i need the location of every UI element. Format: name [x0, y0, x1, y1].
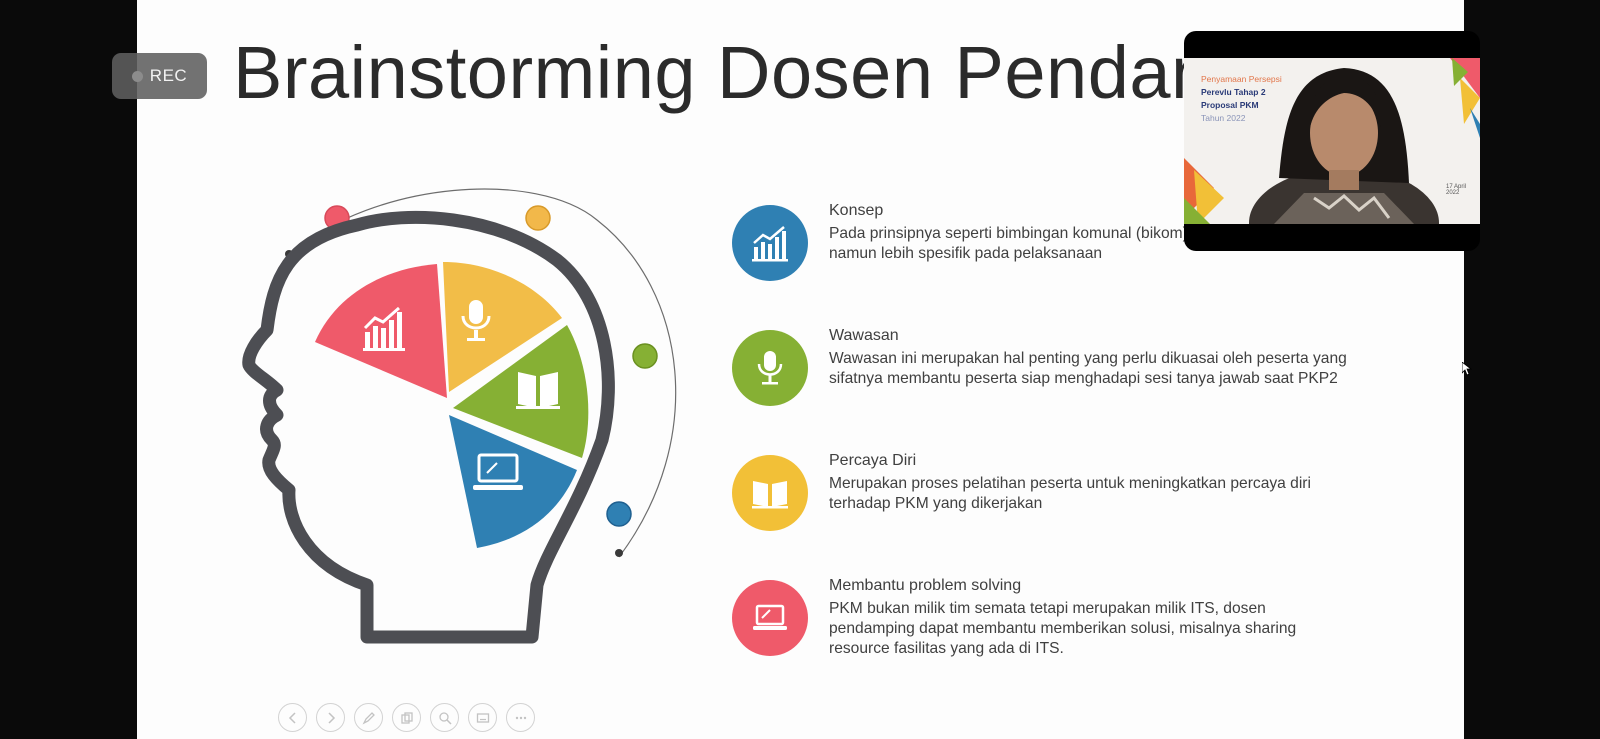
- record-dot-icon: [131, 70, 143, 82]
- item-heading: Membantu problem solving: [829, 577, 1022, 594]
- item-heading: Wawasan: [829, 327, 899, 344]
- zoom-icon[interactable]: [430, 703, 459, 732]
- orbit-green-dot: [632, 343, 658, 369]
- participant-video-tile[interactable]: Penyamaan Persepsi Perevlu Tahap 2 Propo…: [1184, 31, 1480, 251]
- item-body: Merupakan proses pelatihan peserta untuk…: [829, 475, 1311, 512]
- video-slide-line: Tahun 2022: [1201, 113, 1246, 123]
- recording-indicator[interactable]: REC: [112, 53, 207, 99]
- video-slide-line: Penyamaan Persepsi: [1201, 74, 1282, 84]
- more-icon[interactable]: [506, 703, 535, 732]
- recording-label: REC: [149, 66, 188, 85]
- item-body: Wawasan ini merupakan hal penting yang p…: [829, 350, 1347, 387]
- konsep-icon-circle: [732, 205, 808, 281]
- problem-solving-icon-circle: [732, 580, 808, 656]
- video-frame: Penyamaan Persepsi Perevlu Tahap 2 Propo…: [1184, 58, 1480, 224]
- video-slide-line: Proposal PKM: [1201, 100, 1259, 110]
- subtitle-icon[interactable]: [468, 703, 497, 732]
- microphone-icon: [757, 351, 783, 385]
- item-body: Pada prinsipnya seperti bimbingan komuna…: [829, 225, 1188, 262]
- book-icon: [752, 481, 788, 509]
- pages-icon[interactable]: [392, 703, 421, 732]
- pen-icon[interactable]: [354, 703, 383, 732]
- video-background-art: [1184, 58, 1480, 224]
- mouse-cursor-icon: [1462, 362, 1472, 376]
- pie-segment-yellow: [443, 262, 562, 392]
- head-illustration: [242, 188, 677, 644]
- orbit-blue-dot: [606, 501, 632, 527]
- percaya-diri-icon-circle: [732, 455, 808, 531]
- item-heading: Konsep: [829, 202, 884, 219]
- microphone-icon: [461, 300, 491, 341]
- laptop-icon: [753, 604, 787, 630]
- book-icon: [516, 372, 560, 409]
- presentation-controls: [278, 703, 535, 732]
- chart-icon: [363, 306, 405, 351]
- item-heading: Percaya Diri: [829, 452, 917, 469]
- laptop-icon: [473, 453, 523, 490]
- item-body: PKM bukan milik tim semata tetapi merupa…: [829, 600, 1297, 657]
- head-outline: [242, 210, 615, 644]
- video-date: 17 April 2022: [1446, 184, 1467, 196]
- chart-icon: [752, 226, 788, 262]
- orbit-end-dot: [615, 549, 623, 557]
- wawasan-icon-circle: [732, 330, 808, 406]
- orbit-arc: [288, 188, 677, 558]
- video-slide-line: Perevlu Tahap 2: [1201, 87, 1266, 97]
- previous-icon[interactable]: [278, 703, 307, 732]
- orbit-yellow-dot: [525, 205, 551, 231]
- next-icon[interactable]: [316, 703, 345, 732]
